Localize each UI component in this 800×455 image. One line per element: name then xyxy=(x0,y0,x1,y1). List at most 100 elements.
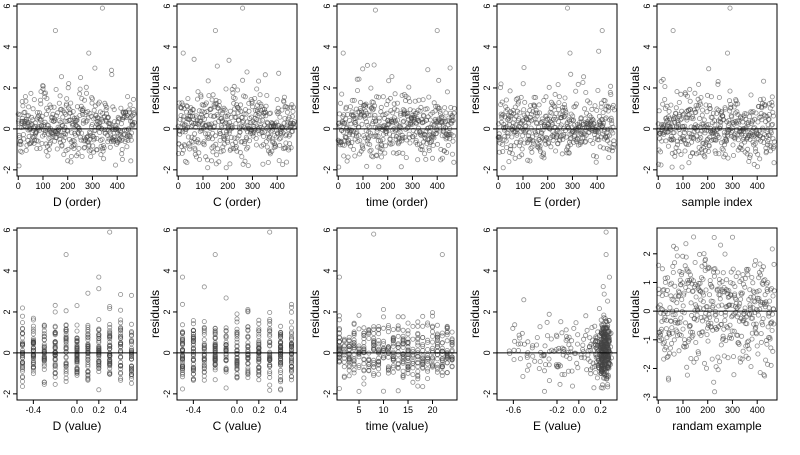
x-tick-label: 300 xyxy=(725,181,740,191)
data-point xyxy=(385,329,391,335)
data-point xyxy=(390,150,396,156)
data-point xyxy=(201,344,207,350)
data-point xyxy=(403,155,409,161)
data-point xyxy=(425,376,431,382)
data-point xyxy=(376,324,382,330)
data-point xyxy=(390,356,396,362)
data-point xyxy=(425,361,431,367)
data-point xyxy=(429,345,435,351)
data-point xyxy=(367,148,373,154)
data-point xyxy=(511,143,517,149)
data-point xyxy=(361,349,367,355)
data-point xyxy=(533,95,539,101)
data-point xyxy=(389,74,395,80)
data-point xyxy=(26,133,32,139)
data-point xyxy=(760,322,766,328)
data-point xyxy=(215,113,221,119)
data-point xyxy=(515,95,521,101)
data-point xyxy=(361,336,367,342)
data-point xyxy=(258,104,264,110)
data-point xyxy=(346,373,352,379)
data-point xyxy=(691,234,697,240)
data-point xyxy=(430,142,436,148)
data-point xyxy=(385,98,391,104)
data-point xyxy=(769,246,775,252)
data-point xyxy=(341,374,347,380)
data-point xyxy=(223,333,229,339)
data-point xyxy=(258,101,264,107)
data-point xyxy=(373,118,379,124)
data-point xyxy=(41,357,47,363)
data-point xyxy=(371,231,377,237)
data-point xyxy=(607,89,613,95)
data-point xyxy=(74,115,80,121)
data-point xyxy=(679,164,685,170)
data-point xyxy=(575,136,581,142)
data-point xyxy=(734,127,740,133)
data-point xyxy=(212,252,218,258)
data-point xyxy=(362,115,368,121)
data-point xyxy=(410,372,416,378)
data-point xyxy=(376,164,382,170)
y-axis-label: residuals xyxy=(148,290,162,338)
data-point xyxy=(579,354,585,360)
data-point xyxy=(107,336,113,342)
data-point xyxy=(390,327,396,333)
data-point xyxy=(190,339,196,345)
data-point xyxy=(264,144,270,150)
data-point xyxy=(361,368,367,374)
data-point xyxy=(380,306,386,312)
x-tick-label: 20 xyxy=(428,405,438,415)
data-point xyxy=(73,118,79,124)
data-point xyxy=(245,144,251,150)
data-point xyxy=(419,147,425,153)
data-point xyxy=(608,115,614,121)
data-point xyxy=(752,262,758,268)
data-point xyxy=(226,57,232,63)
y-tick-label: 6 xyxy=(482,228,492,233)
data-point xyxy=(356,343,362,349)
data-point xyxy=(580,80,586,86)
data-point xyxy=(77,134,83,140)
data-point xyxy=(355,132,361,138)
data-point xyxy=(68,100,74,106)
data-point xyxy=(510,325,516,331)
data-point xyxy=(104,104,110,110)
data-point xyxy=(194,96,200,102)
data-point xyxy=(74,347,80,353)
data-point xyxy=(670,136,676,142)
data-point xyxy=(30,371,36,377)
data-point xyxy=(579,139,585,145)
data-point xyxy=(117,116,123,122)
data-point xyxy=(520,81,526,87)
data-point xyxy=(256,328,262,334)
data-point xyxy=(768,130,774,136)
data-point xyxy=(415,323,421,329)
data-point xyxy=(196,150,202,156)
data-point xyxy=(552,104,558,110)
data-point xyxy=(694,105,700,111)
data-point xyxy=(418,104,424,110)
data-point xyxy=(434,356,440,362)
data-point xyxy=(745,146,751,152)
data-point xyxy=(405,110,411,116)
data-point xyxy=(226,119,232,125)
data-point xyxy=(533,107,539,113)
data-point xyxy=(725,355,731,361)
data-point xyxy=(395,314,401,320)
data-point xyxy=(118,342,124,348)
data-point xyxy=(240,77,246,83)
data-point xyxy=(30,347,36,353)
data-point xyxy=(589,365,595,371)
data-point xyxy=(283,140,289,146)
data-point xyxy=(190,333,196,339)
y-tick-label: 2 xyxy=(482,85,492,90)
data-point xyxy=(252,127,258,133)
data-point xyxy=(530,109,536,115)
data-point xyxy=(179,386,185,392)
data-point xyxy=(731,372,737,378)
data-point xyxy=(346,367,352,373)
data-point xyxy=(769,99,775,105)
